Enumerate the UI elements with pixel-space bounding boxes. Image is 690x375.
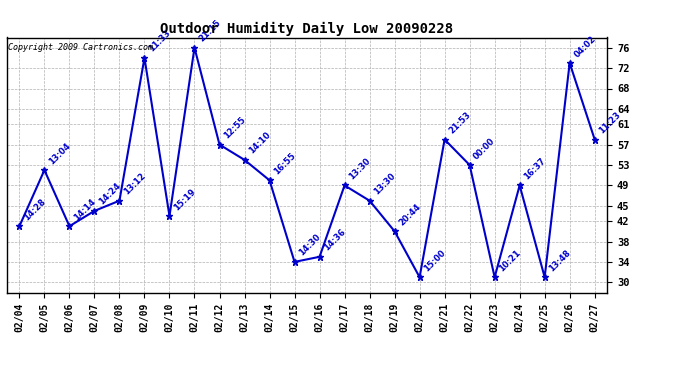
Text: 15:19: 15:19: [172, 187, 197, 212]
Text: 14:28: 14:28: [22, 197, 47, 222]
Text: 13:30: 13:30: [372, 171, 397, 196]
Text: 20:44: 20:44: [397, 202, 422, 227]
Text: 12:55: 12:55: [222, 115, 248, 141]
Text: 04:02: 04:02: [572, 34, 598, 59]
Text: 13:30: 13:30: [347, 156, 372, 182]
Text: 13:04: 13:04: [47, 141, 72, 166]
Text: 11:23: 11:23: [598, 110, 622, 135]
Text: 10:21: 10:21: [497, 248, 522, 273]
Text: Copyright 2009 Cartronics.com: Copyright 2009 Cartronics.com: [8, 43, 153, 52]
Title: Outdoor Humidity Daily Low 20090228: Outdoor Humidity Daily Low 20090228: [161, 22, 453, 36]
Text: 16:37: 16:37: [522, 156, 547, 182]
Text: 13:48: 13:48: [547, 248, 573, 273]
Text: 13:12: 13:12: [122, 171, 147, 196]
Text: 00:00: 00:00: [472, 136, 497, 161]
Text: 11:33: 11:33: [147, 28, 172, 54]
Text: 15:00: 15:00: [422, 248, 447, 273]
Text: 21:53: 21:53: [447, 110, 473, 135]
Text: 14:24: 14:24: [97, 182, 122, 207]
Text: 14:14: 14:14: [72, 197, 97, 222]
Text: 21:15: 21:15: [197, 18, 222, 44]
Text: 14:10: 14:10: [247, 130, 273, 156]
Text: 14:36: 14:36: [322, 228, 347, 253]
Text: 16:55: 16:55: [272, 151, 297, 176]
Text: 14:30: 14:30: [297, 232, 322, 258]
